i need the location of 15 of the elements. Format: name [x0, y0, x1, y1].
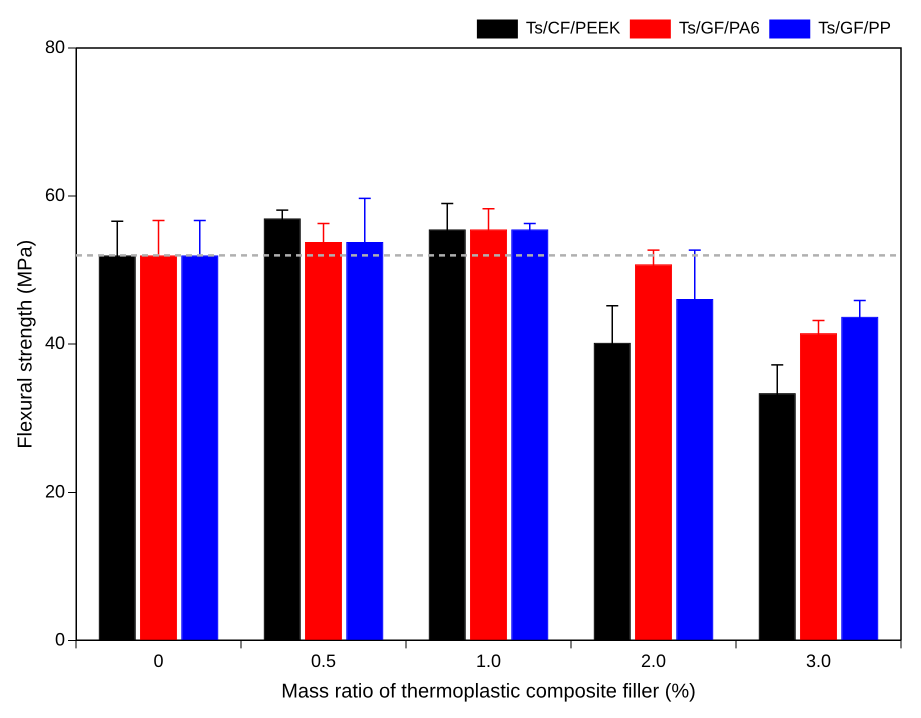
- y-tick-label: 80: [44, 36, 66, 57]
- y-tick-label: 20: [44, 481, 66, 502]
- x-tick-label: 0.5: [311, 651, 336, 672]
- x-tick-label: 0: [154, 651, 164, 672]
- x-tick-label: 1.0: [476, 651, 502, 672]
- legend-label: Ts/GF/PP: [818, 18, 892, 38]
- x-axis-title: Mass ratio of thermoplastic composite filler (%): [281, 680, 696, 703]
- x-tick-label: 2.0: [640, 651, 666, 672]
- y-tick-label: 60: [44, 185, 66, 206]
- legend-label: Ts/CF/PEEK: [526, 18, 622, 38]
- y-axis-title: Flexural strength (MPa): [14, 240, 37, 449]
- x-tick-label: 3.0: [806, 651, 832, 672]
- y-tick-label: 40: [44, 333, 66, 354]
- y-tick-label: 0: [55, 629, 66, 650]
- legend-label: Ts/GF/PA6: [678, 18, 760, 38]
